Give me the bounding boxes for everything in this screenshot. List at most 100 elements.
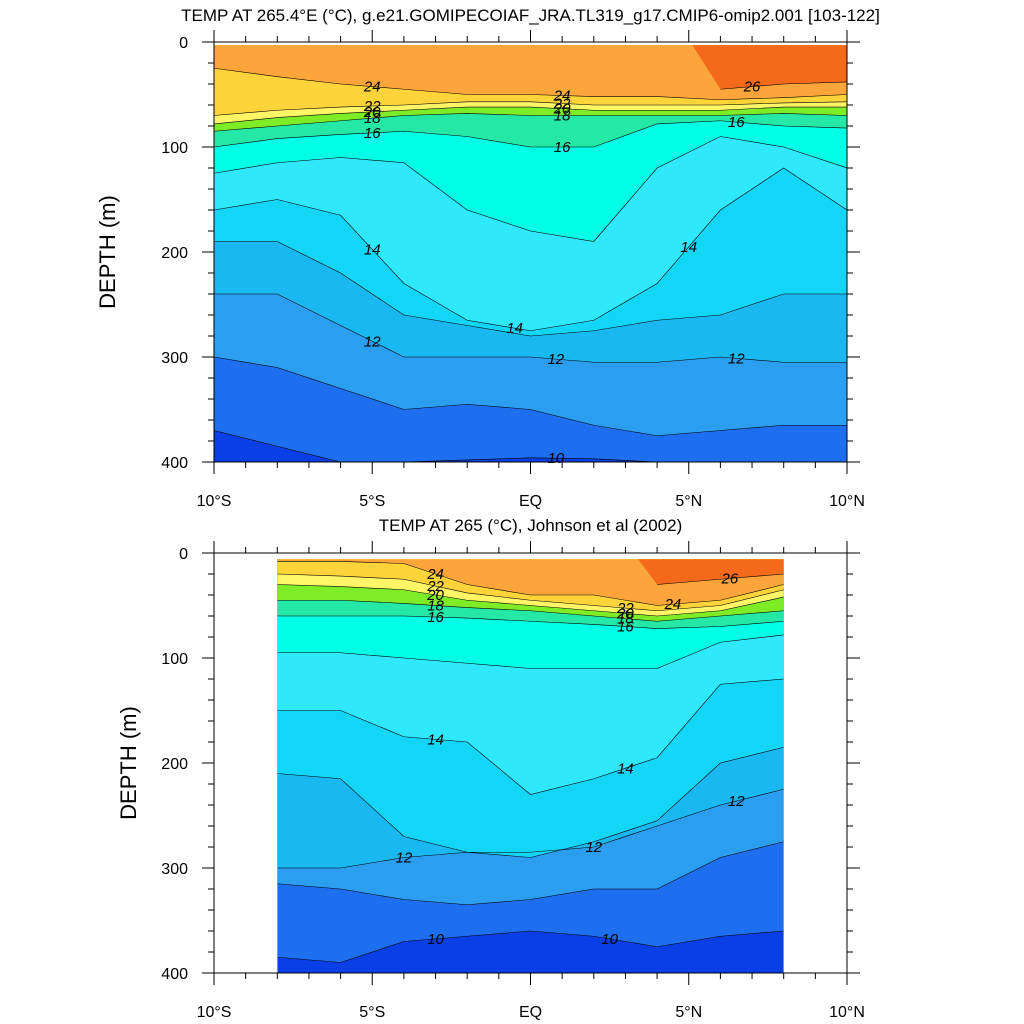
fill-band-26 xyxy=(638,559,784,585)
y-tick-label: 400 xyxy=(161,455,188,472)
x-tick-label: 5°S xyxy=(359,1004,385,1021)
contour-label-14: 14 xyxy=(506,320,523,337)
isotherm-22 xyxy=(214,101,847,116)
contour-label-24: 24 xyxy=(363,79,381,96)
isotherm-18 xyxy=(277,599,784,622)
x-tick-label: EQ xyxy=(519,1004,542,1021)
contour-label-14: 14 xyxy=(427,731,444,748)
y-tick-label: 100 xyxy=(161,140,188,157)
contour-fills xyxy=(277,559,784,973)
contour-label-16: 16 xyxy=(728,114,745,131)
contour-label-26: 26 xyxy=(721,570,739,587)
contour-label-12: 12 xyxy=(585,839,602,856)
isotherm-13 xyxy=(277,746,784,858)
y-axis-label: DEPTH (m) xyxy=(95,195,120,309)
contour-label-24: 24 xyxy=(664,596,682,613)
x-tick-label: 5°S xyxy=(359,493,385,510)
contour-label-12: 12 xyxy=(728,350,745,367)
y-tick-label: 0 xyxy=(179,35,188,52)
contour-label-24: 24 xyxy=(426,566,444,583)
chart-title: TEMP AT 265 (°C), Johnson et al (2002) xyxy=(379,516,683,535)
isotherm-10 xyxy=(277,930,784,963)
x-tick-label: 10°S xyxy=(197,493,232,510)
x-axis: 10°S 5°S EQ 5°N 10°N xyxy=(197,541,865,1021)
isotherm-20 xyxy=(277,584,784,617)
isotherm-26 xyxy=(657,573,784,585)
contour-fills xyxy=(214,45,847,463)
isotherm-22 xyxy=(277,573,784,612)
contour-label-14: 14 xyxy=(617,760,634,777)
y-tick-label: 200 xyxy=(161,756,188,773)
y-axis-label: DEPTH (m) xyxy=(116,706,141,820)
contour-label-12: 12 xyxy=(728,793,745,810)
isotherm-15 xyxy=(214,136,847,242)
isotherm-11 xyxy=(214,356,847,437)
contour-label-20: 20 xyxy=(616,605,634,622)
isotherm-12 xyxy=(277,788,784,869)
contour-label-14: 14 xyxy=(364,241,381,258)
x-tick-label: 5°N xyxy=(675,1004,702,1021)
y-tick-label: 400 xyxy=(161,966,188,983)
contour-label-14: 14 xyxy=(680,239,697,256)
contour-label-12: 12 xyxy=(396,850,413,867)
isotherm-15 xyxy=(277,634,784,669)
contour-label-16: 16 xyxy=(427,609,444,626)
y-axis: 0 100 200 300 400 xyxy=(161,35,860,472)
contour-label-22: 22 xyxy=(616,600,634,617)
contour-label-20: 20 xyxy=(363,104,381,121)
contour-label-18: 18 xyxy=(617,611,634,628)
isotherm-20 xyxy=(214,106,847,125)
fill-band-26 xyxy=(692,45,847,90)
x-tick-label: 10°N xyxy=(829,493,865,510)
contour-label-16: 16 xyxy=(364,125,381,142)
y-axis: 0 100 200 300 400 xyxy=(161,546,860,983)
contour-label-18: 18 xyxy=(364,110,381,127)
contour-label-12: 12 xyxy=(364,333,381,350)
contour-label-18: 18 xyxy=(554,108,571,125)
contour-lines xyxy=(214,67,847,463)
contour-label-16: 16 xyxy=(617,619,634,636)
y-tick-label: 300 xyxy=(161,861,188,878)
contour-label-18: 18 xyxy=(427,598,444,615)
contour-label-20: 20 xyxy=(553,101,571,118)
contour-label-24: 24 xyxy=(553,88,571,105)
contour-lines xyxy=(277,561,784,963)
isotherm-11 xyxy=(277,841,784,906)
isotherm-13 xyxy=(214,241,847,337)
isotherm-26 xyxy=(720,81,847,90)
contour-label-20: 20 xyxy=(426,587,444,604)
isotherm-18 xyxy=(214,113,847,132)
y-tick-label: 200 xyxy=(161,245,188,262)
chart-title: TEMP AT 265.4°E (°C), g.e21.GOMIPECOIAF_… xyxy=(181,6,880,25)
contour-label-10: 10 xyxy=(547,450,564,467)
x-tick-label: 10°N xyxy=(829,1004,865,1021)
contour-label-12: 12 xyxy=(547,351,564,368)
contour-label-26: 26 xyxy=(743,79,761,96)
isotherm-16 xyxy=(214,120,847,148)
x-tick-label: EQ xyxy=(519,493,542,510)
contour-label-22: 22 xyxy=(553,95,571,112)
y-tick-label: 300 xyxy=(161,350,188,367)
contour-label-16: 16 xyxy=(554,139,571,156)
x-tick-label: 10°S xyxy=(197,1004,232,1021)
y-tick-label: 0 xyxy=(179,546,188,563)
x-axis: 10°S 5°S EQ 5°N 10°N xyxy=(197,30,865,510)
fill-band-24 xyxy=(214,45,847,100)
isotherm-14 xyxy=(277,678,784,795)
isotherm-16 xyxy=(277,615,784,629)
isotherm-12 xyxy=(214,293,847,363)
y-tick-label: 100 xyxy=(161,651,188,668)
contour-label-22: 22 xyxy=(363,98,381,115)
contour-label-22: 22 xyxy=(426,578,444,595)
x-tick-label: 5°N xyxy=(675,493,702,510)
isotherm-24 xyxy=(214,67,847,101)
isotherm-14 xyxy=(214,167,847,332)
contour-label-10: 10 xyxy=(601,931,618,948)
contour-label-10: 10 xyxy=(427,931,444,948)
isotherm-24 xyxy=(277,561,784,606)
